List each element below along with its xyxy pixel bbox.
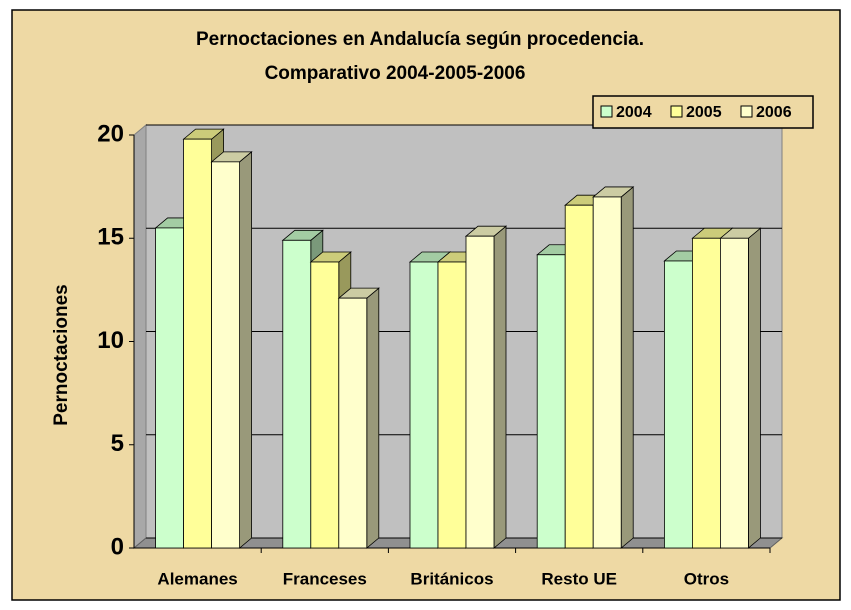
bar-side-shade	[366, 288, 379, 548]
bar	[720, 237, 749, 549]
bar-side-shade	[494, 226, 506, 548]
bar-top-shade	[410, 251, 450, 262]
x-tick-label: Franceses	[283, 569, 367, 588]
legend-label: 2005	[686, 104, 722, 121]
x-tick-label: Británicos	[410, 569, 493, 588]
bar-top-shade	[183, 129, 224, 140]
bar	[183, 138, 213, 549]
bar	[282, 239, 312, 549]
bar-top-shade	[692, 228, 733, 239]
bar	[536, 254, 566, 549]
bar	[664, 260, 693, 549]
bar	[437, 261, 467, 549]
bar	[338, 297, 368, 549]
bar-top-shade	[466, 226, 506, 237]
bar-side-shade	[239, 151, 252, 548]
bar	[564, 204, 594, 549]
y-tick-label: 15	[97, 224, 124, 251]
bar	[155, 227, 185, 549]
bar	[465, 235, 495, 549]
x-tick-label: Alemanes	[157, 569, 237, 588]
side-wall	[133, 123, 147, 550]
bar-top-shade	[310, 251, 351, 262]
chart-subtitle: Comparativo 2004-2005-2006	[265, 63, 526, 84]
y-tick-label: 5	[111, 430, 124, 457]
bar-top-shade	[720, 228, 761, 239]
legend-swatch	[670, 105, 683, 118]
y-tick-label: 10	[97, 327, 124, 354]
y-axis-label: Pernoctaciones	[51, 284, 72, 426]
legend-label: 2004	[616, 104, 652, 121]
bar	[592, 196, 622, 549]
legend-swatch	[600, 105, 613, 118]
x-tick-label: Otros	[684, 569, 729, 588]
bar-side-shade	[621, 186, 634, 548]
bar	[409, 261, 439, 549]
y-tick-label: 20	[97, 120, 124, 147]
bar-top-shade	[282, 230, 323, 241]
bar	[692, 237, 721, 549]
bar-top-shade	[211, 151, 252, 162]
legend	[592, 95, 814, 129]
bar-top-shade	[338, 288, 379, 299]
y-tick-label: 0	[111, 533, 124, 560]
bar-side-shade	[748, 228, 761, 548]
bar	[211, 161, 241, 549]
chart-title: Pernoctaciones en Andalucía según proced…	[196, 29, 644, 50]
x-tick-label: Resto UE	[541, 569, 617, 588]
bar-top-shade	[593, 186, 634, 197]
legend-swatch	[740, 105, 753, 118]
legend-label: 2006	[756, 104, 792, 121]
bar	[310, 261, 340, 549]
